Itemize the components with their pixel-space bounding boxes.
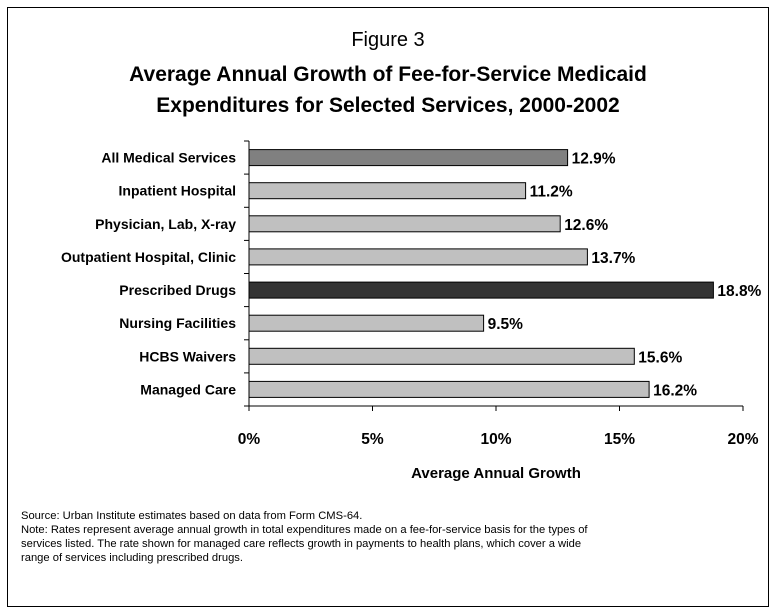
x-tick-label: 5% — [361, 431, 384, 448]
x-tick-label: 15% — [604, 431, 635, 448]
footnote-note-line-3: range of services including prescribed d… — [21, 552, 244, 564]
bar-5 — [248, 281, 714, 299]
category-label: Managed Care — [140, 381, 236, 397]
x-tick-label: 10% — [480, 431, 511, 448]
chart-title-line-2: Expenditures for Selected Services, 2000… — [156, 94, 620, 117]
bar-2 — [248, 182, 527, 200]
data-label: 16.2% — [653, 382, 697, 399]
bar-4 — [248, 248, 588, 266]
x-tick-label: 0% — [238, 431, 261, 448]
bar-chart: All Medical Services 12.9% Inpatient Hospi… — [61, 140, 762, 482]
chart-title-line-1: Average Annual Growth of Fee-for-Service… — [129, 63, 647, 86]
data-label: 15.6% — [638, 349, 682, 366]
data-label: 18.8% — [717, 283, 761, 300]
x-axis-title: Average Annual Growth — [411, 465, 581, 482]
data-label: 12.6% — [564, 217, 608, 234]
chart-title: Average Annual Growth of Fee-for-Service… — [0, 59, 776, 121]
footnote-note-line-2: services listed. The rate shown for mana… — [21, 538, 582, 550]
data-label: 11.2% — [530, 184, 573, 201]
category-label: HCBS Waivers — [139, 348, 236, 364]
bar-7 — [248, 347, 635, 365]
bar-1 — [248, 149, 569, 167]
data-label: 13.7% — [591, 250, 635, 267]
figure-label: Figure 3 — [351, 29, 425, 51]
data-label: 9.5% — [488, 316, 524, 333]
bar-8 — [248, 380, 650, 398]
footnote-source: Source: Urban Institute estimates based … — [21, 510, 363, 522]
footnote: Source: Urban Institute estimates based … — [21, 509, 761, 565]
category-label: Inpatient Hospital — [119, 183, 236, 199]
category-label: All Medical Services — [101, 150, 236, 166]
x-tick-label: 20% — [727, 431, 758, 448]
category-label: Physician, Lab, X-ray — [95, 216, 236, 232]
data-label: 12.9% — [572, 151, 616, 168]
category-label: Outpatient Hospital, Clinic — [61, 249, 236, 265]
footnote-note-line-1: Note: Rates represent average annual gro… — [21, 524, 588, 536]
category-label: Prescribed Drugs — [119, 282, 236, 298]
bar-3 — [248, 215, 561, 233]
bar-6 — [248, 314, 485, 332]
category-label: Nursing Facilities — [119, 315, 236, 331]
